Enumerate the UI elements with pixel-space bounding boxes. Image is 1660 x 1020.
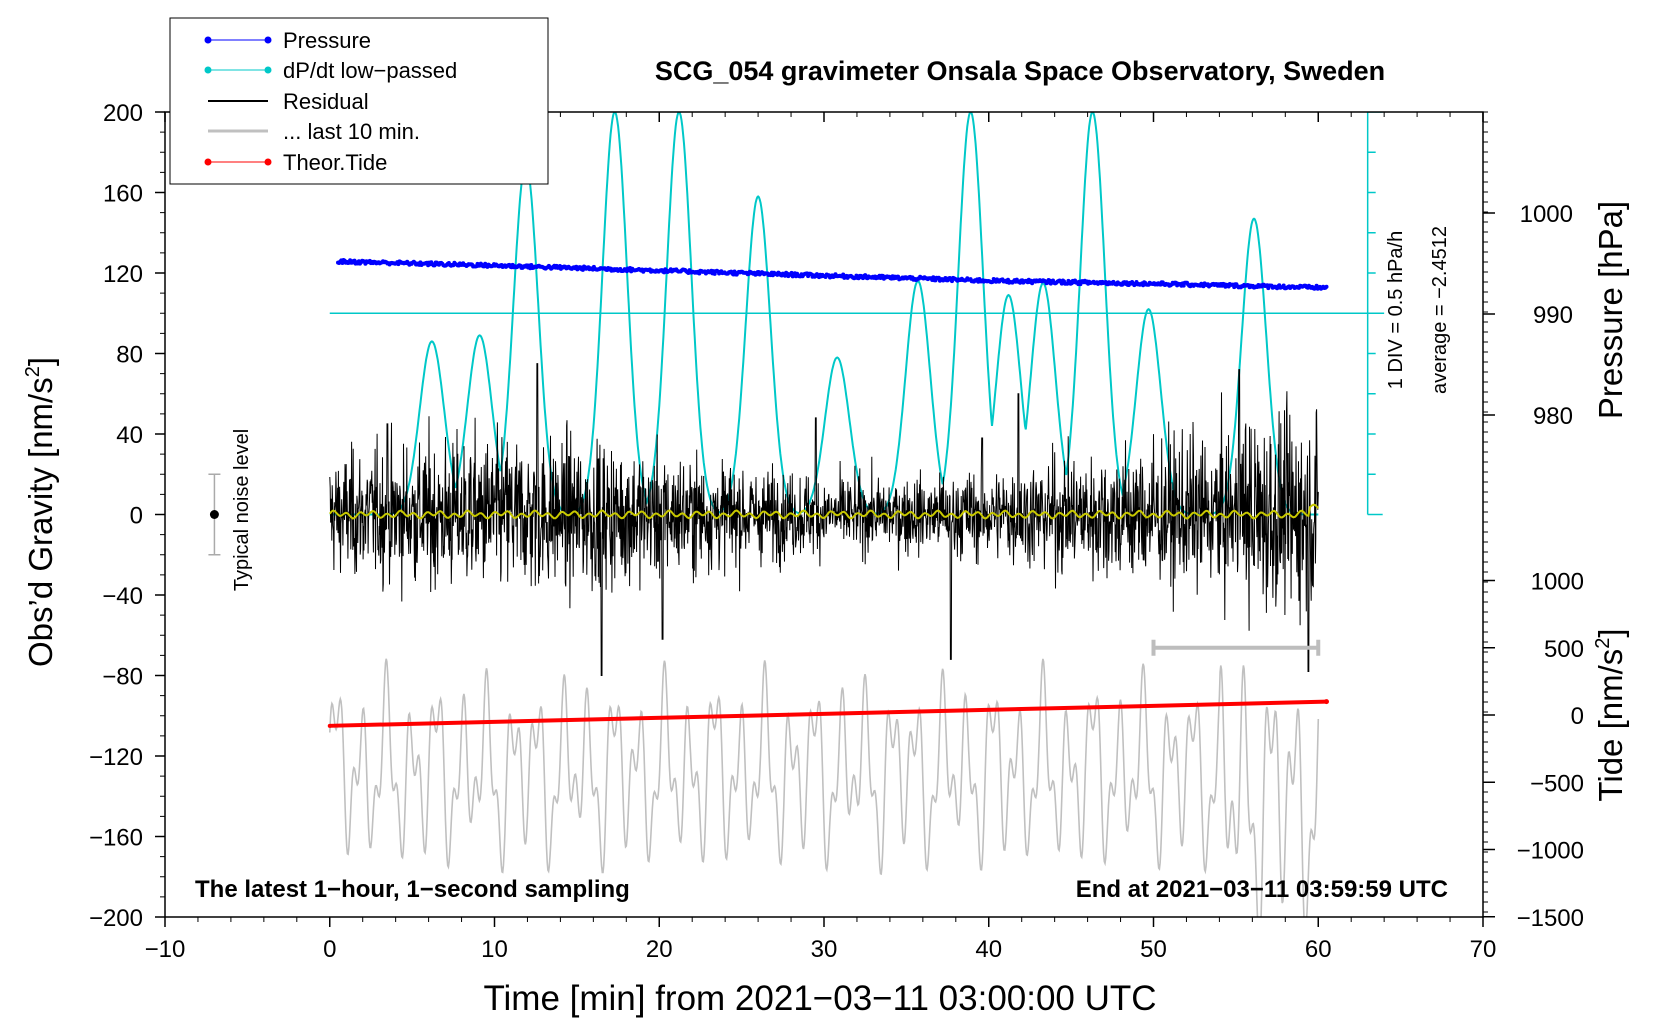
pressure-point bbox=[789, 270, 794, 275]
y-tick-label: 200 bbox=[103, 100, 143, 127]
residual-line bbox=[329, 363, 1319, 676]
pressure-point bbox=[1324, 284, 1329, 289]
tide-axis-label: Tide [nm/s2] bbox=[1592, 628, 1629, 801]
x-tick-label: 0 bbox=[323, 936, 336, 963]
tide-tick-label: 1000 bbox=[1531, 569, 1584, 596]
lowpass-residual-line bbox=[329, 503, 1320, 520]
y-axis-label: Obs’d Gravity [nm/s2] bbox=[22, 357, 59, 667]
pressure-point bbox=[841, 272, 846, 277]
noise-level-label: Typical noise level bbox=[231, 429, 253, 591]
tide-tick-label: −500 bbox=[1530, 770, 1584, 797]
y-tick-label: −80 bbox=[102, 664, 143, 691]
pressure-point bbox=[529, 263, 534, 267]
y-tick-label: 160 bbox=[103, 181, 143, 208]
x-tick-label: 70 bbox=[1470, 936, 1497, 963]
x-tick-label: 30 bbox=[811, 936, 838, 963]
pressure-point bbox=[732, 269, 737, 274]
tide-tick-label: 0 bbox=[1571, 703, 1584, 730]
pressure-point bbox=[950, 279, 954, 284]
legend-label: Residual bbox=[283, 89, 369, 114]
legend-entry-tide: Theor.Tide bbox=[204, 150, 387, 175]
x-tick-label: 60 bbox=[1305, 936, 1332, 963]
tide-tick-label: −1000 bbox=[1517, 838, 1584, 865]
legend-entry-pressure: Pressure bbox=[204, 28, 371, 53]
tide-tick-label: −1500 bbox=[1517, 905, 1584, 932]
y-tick-label: −40 bbox=[102, 583, 143, 610]
y-tick-label: −120 bbox=[89, 744, 143, 771]
bottom-left-annotation: The latest 1−hour, 1−second sampling bbox=[195, 876, 630, 903]
theor-tide-end bbox=[1323, 699, 1329, 705]
bottom-right-annotation: End at 2021−03−11 03:59:59 UTC bbox=[1076, 876, 1448, 903]
legend-entry-dpdt: dP/dt low−passed bbox=[204, 58, 457, 83]
noise-bar-dot bbox=[209, 510, 219, 519]
x-tick-label: 50 bbox=[1140, 936, 1167, 963]
pressure-point bbox=[931, 275, 936, 280]
x-tick-label: 40 bbox=[975, 936, 1002, 963]
chart-title: SCG_054 gravimeter Onsala Space Observat… bbox=[655, 56, 1385, 86]
legend-entry-last10: ... last 10 min. bbox=[208, 119, 420, 144]
x-tick-label: 10 bbox=[481, 936, 508, 963]
legend-label: ... last 10 min. bbox=[283, 119, 420, 144]
y-tick-label: 0 bbox=[130, 503, 143, 530]
y-tick-label: 40 bbox=[116, 422, 143, 449]
tide-tick-label: 500 bbox=[1544, 636, 1584, 663]
last-10-min-line bbox=[329, 658, 1320, 917]
pressure-tick-label: 990 bbox=[1533, 302, 1573, 329]
x-tick-label: 20 bbox=[646, 936, 673, 963]
axes-layer: −10 0 10 20 30 40 50 60 70 −200 −160 −120 −80 −40 0 40 8… bbox=[89, 100, 1584, 963]
x-axis-label: Time [min] from 2021−03−11 03:00:00 UTC bbox=[483, 979, 1156, 1018]
legend-label: dP/dt low−passed bbox=[283, 58, 457, 83]
y-tick-label: 120 bbox=[103, 261, 143, 288]
dpdt-average-label: average = −2.4512 bbox=[1429, 226, 1451, 394]
theor-tide-start bbox=[327, 723, 332, 728]
x-tick-label: −10 bbox=[145, 936, 186, 963]
pressure-tick-label: 980 bbox=[1533, 403, 1573, 430]
dpdt-line bbox=[329, 112, 1319, 516]
y-tick-label: −200 bbox=[89, 905, 143, 932]
y-tick-label: −160 bbox=[89, 825, 143, 852]
theor-tide-line bbox=[329, 699, 1327, 728]
pressure-tick-label: 1000 bbox=[1520, 201, 1573, 228]
legend-label: Pressure bbox=[283, 28, 371, 53]
legend-entry-residual: Residual bbox=[208, 89, 369, 114]
pressure-dots bbox=[336, 258, 1329, 291]
dpdt-scale-label: 1 DIV = 0.5 hPa/h bbox=[1385, 231, 1407, 389]
legend-label: Theor.Tide bbox=[283, 150, 387, 175]
y-tick-label: 80 bbox=[116, 342, 143, 369]
legend: Pressure dP/dt low−passed Residual ... l… bbox=[169, 17, 549, 185]
pressure-axis-label: Pressure [hPa] bbox=[1592, 201, 1629, 419]
series-layer bbox=[208, 112, 1385, 917]
